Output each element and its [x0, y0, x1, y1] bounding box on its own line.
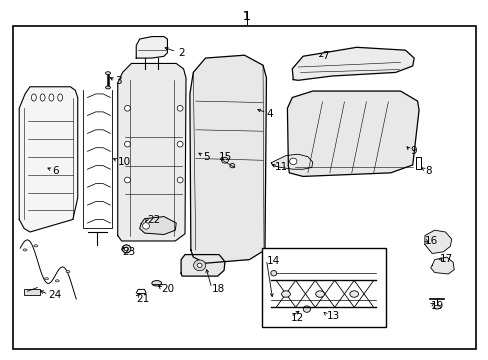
Ellipse shape — [105, 86, 110, 89]
Ellipse shape — [229, 163, 234, 168]
Polygon shape — [19, 87, 78, 232]
Ellipse shape — [23, 249, 27, 251]
Text: 1: 1 — [243, 10, 250, 23]
Text: 9: 9 — [409, 146, 416, 156]
Text: 10: 10 — [118, 157, 131, 167]
Polygon shape — [287, 91, 418, 176]
Text: 13: 13 — [326, 311, 339, 320]
Polygon shape — [181, 255, 224, 276]
Ellipse shape — [34, 245, 38, 247]
Text: 12: 12 — [290, 313, 304, 323]
Polygon shape — [271, 154, 312, 169]
Ellipse shape — [177, 105, 183, 111]
Polygon shape — [292, 47, 413, 80]
Ellipse shape — [124, 177, 130, 183]
Ellipse shape — [177, 141, 183, 147]
Polygon shape — [118, 63, 185, 241]
Ellipse shape — [58, 94, 62, 101]
Text: 4: 4 — [266, 109, 272, 119]
Ellipse shape — [31, 94, 36, 101]
Polygon shape — [189, 55, 266, 263]
Text: 17: 17 — [439, 254, 452, 264]
Ellipse shape — [270, 271, 276, 276]
Ellipse shape — [152, 280, 161, 286]
Text: 19: 19 — [430, 301, 443, 311]
Ellipse shape — [433, 306, 440, 309]
Ellipse shape — [40, 94, 45, 101]
Text: 16: 16 — [424, 236, 437, 246]
Text: 5: 5 — [203, 152, 209, 162]
Text: 7: 7 — [322, 51, 328, 61]
Ellipse shape — [49, 94, 54, 101]
Text: 3: 3 — [115, 76, 122, 86]
Text: 15: 15 — [219, 152, 232, 162]
Ellipse shape — [122, 245, 131, 253]
Ellipse shape — [177, 177, 183, 183]
Ellipse shape — [315, 291, 324, 297]
Ellipse shape — [142, 223, 149, 229]
Ellipse shape — [124, 105, 130, 111]
Ellipse shape — [281, 291, 290, 297]
Ellipse shape — [55, 280, 59, 282]
Polygon shape — [140, 217, 176, 234]
Ellipse shape — [303, 306, 310, 312]
Ellipse shape — [221, 157, 228, 163]
Bar — [261, 248, 385, 327]
Text: 22: 22 — [147, 215, 160, 225]
Ellipse shape — [105, 72, 110, 75]
Polygon shape — [430, 257, 453, 274]
Text: 14: 14 — [266, 256, 279, 266]
Text: 11: 11 — [275, 162, 288, 172]
Text: 8: 8 — [424, 166, 430, 176]
Text: 2: 2 — [178, 48, 185, 58]
Ellipse shape — [349, 291, 358, 297]
Ellipse shape — [193, 260, 205, 271]
Text: 20: 20 — [161, 284, 174, 294]
Polygon shape — [136, 37, 167, 58]
Text: 6: 6 — [52, 166, 59, 176]
Ellipse shape — [44, 278, 48, 280]
Ellipse shape — [197, 263, 202, 267]
Text: 23: 23 — [122, 247, 136, 257]
Text: 24: 24 — [48, 291, 61, 301]
Ellipse shape — [124, 141, 130, 147]
Ellipse shape — [289, 158, 296, 165]
Ellipse shape — [66, 270, 70, 273]
Bar — [24, 289, 40, 296]
Polygon shape — [424, 230, 451, 253]
Text: 1: 1 — [243, 10, 250, 23]
Text: 18: 18 — [211, 284, 224, 294]
Ellipse shape — [124, 247, 128, 251]
Text: 21: 21 — [136, 294, 149, 304]
